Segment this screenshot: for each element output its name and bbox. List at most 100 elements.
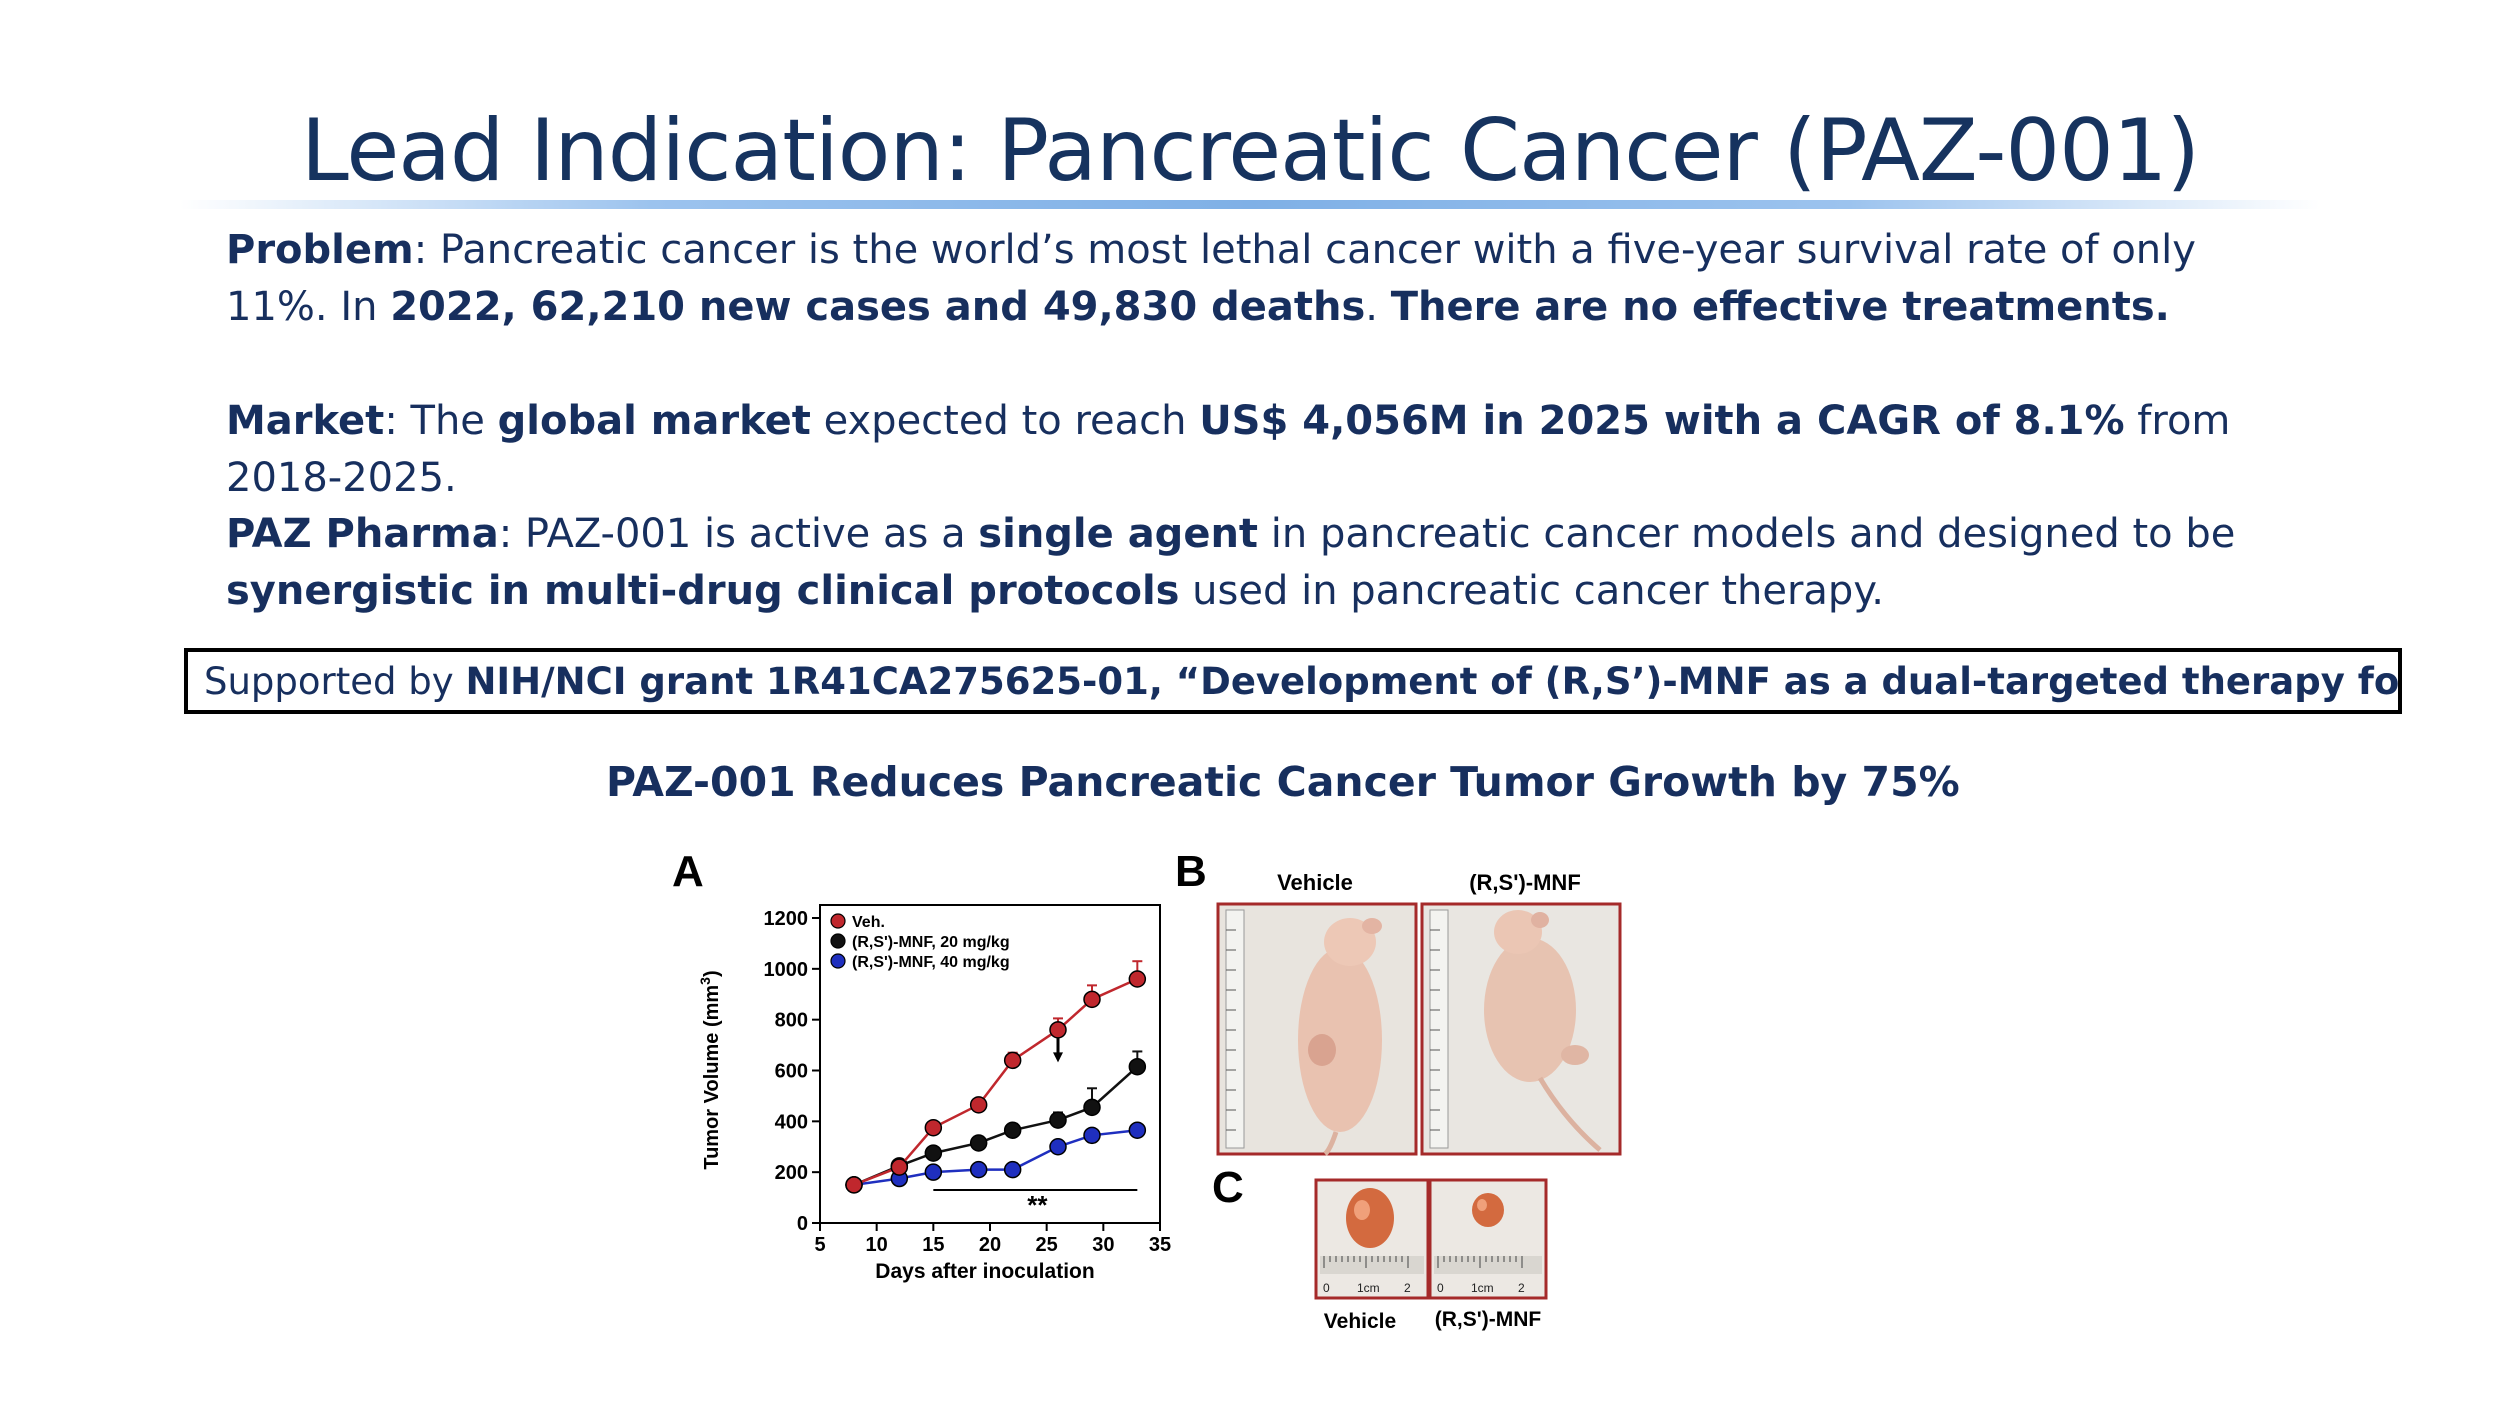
data-point	[1083, 1126, 1101, 1145]
mouse-body	[1484, 938, 1576, 1082]
y-axis-label: Tumor Volume (mm3)	[697, 970, 723, 1169]
ruler	[1429, 909, 1449, 1149]
problem-cases: 2022, 62,210 new cases and 49,830 deaths	[390, 284, 1366, 330]
data-point	[1128, 1121, 1147, 1139]
problem-text-1: : Pancreatic cancer is the world’s most …	[226, 227, 2196, 330]
data-point	[1049, 1021, 1067, 1039]
mnf-mouse-photo	[1420, 902, 1622, 1156]
grant-box: Supported by NIH/NCI grant 1R41CA275625-…	[184, 648, 2402, 714]
chart-legend: Veh. (R,S')-MNF, 20 mg/kg (R,S')-MNF, 40 m…	[830, 913, 1010, 971]
plot-frame	[819, 904, 1161, 1224]
market-label: Market	[226, 398, 385, 444]
mouse-body	[1298, 948, 1382, 1132]
market-text-1: : The	[384, 398, 498, 444]
pharma-text-2: in pancreatic cancer models and designed…	[1258, 511, 2236, 557]
panel-c-caption-mnf: (R,S')-MNF	[1435, 1308, 1542, 1331]
series-layer	[845, 960, 1147, 1194]
panel-b-caption-mnf: (R,S')-MNF	[1469, 870, 1581, 895]
legend-label: (R,S')-MNF, 40 mg/kg	[852, 954, 1010, 971]
grant-title: NIH/NCI grant 1R41CA275625-01, “Developm…	[465, 659, 2400, 703]
market-global: global market	[497, 398, 811, 444]
data-point	[1003, 1121, 1022, 1139]
data-point	[924, 1118, 943, 1137]
y-axis-label-superscript: 3	[697, 977, 713, 985]
ruler-label-0: 0	[1323, 1281, 1330, 1295]
x-axis-ticks: 5 10 15 20 25 30 35	[814, 1223, 1171, 1256]
data-point	[1083, 990, 1101, 1009]
ruler-label-2: 2	[1518, 1281, 1525, 1295]
data-point	[845, 1176, 863, 1194]
y-tick-label: 0	[797, 1213, 808, 1235]
legend-label: (R,S')-MNF, 20 mg/kg	[852, 934, 1010, 951]
problem-no-treatments: There are no effective treatments.	[1390, 284, 2170, 330]
data-point	[969, 1160, 988, 1179]
pharma-paragraph: PAZ Pharma: PAZ-001 is active as a singl…	[226, 506, 2306, 620]
panel-a-label: A	[672, 850, 704, 896]
x-tick-label: 25	[1036, 1234, 1058, 1256]
panel-b-label: B	[1175, 850, 1207, 896]
panel-c-label: C	[1212, 1163, 1244, 1212]
data-point	[1128, 1057, 1147, 1076]
ruler-label-2: 2	[1404, 1281, 1411, 1295]
series-0	[845, 960, 1147, 1194]
vehicle-mouse-photo	[1216, 902, 1418, 1156]
data-point	[924, 1163, 943, 1181]
annotation-layer: **	[933, 1038, 1138, 1220]
series-line	[853, 977, 1138, 1187]
market-paragraph: Market: The global market expected to re…	[226, 393, 2306, 507]
legend-label: Veh.	[852, 914, 885, 931]
pharma-text-3: used in pancreatic cancer therapy.	[1179, 568, 1884, 614]
legend-marker	[830, 953, 846, 969]
tumor-volume-chart: 0 200 400 600 800 1000 1200 5 10 15 20 25 30 35 Tumo…	[697, 904, 1171, 1283]
y-axis-label-close: )	[701, 970, 723, 977]
x-axis-label: Days after inoculation	[875, 1260, 1094, 1283]
data-point	[969, 1134, 988, 1152]
problem-text-2: .	[1365, 284, 1391, 330]
y-axis-label-text: Tumor Volume (mm	[701, 985, 723, 1170]
data-point	[924, 1144, 943, 1162]
legend-marker	[830, 913, 846, 929]
mnf-tumor-photo: 0 1cm 2	[1428, 1178, 1548, 1300]
title-underline	[180, 200, 2320, 209]
problem-paragraph: Problem: Pancreatic cancer is the world’…	[226, 222, 2306, 336]
y-tick-label: 800	[775, 1010, 808, 1032]
problem-label: Problem	[226, 227, 414, 273]
pharma-label: PAZ Pharma	[226, 511, 499, 557]
treatment-arrow-head	[1053, 1052, 1063, 1063]
vehicle-tumor-photo: 0 1cm 2	[1314, 1178, 1430, 1300]
ruler-label-1cm: 1cm	[1357, 1281, 1380, 1295]
x-tick-label: 30	[1092, 1234, 1114, 1256]
x-tick-label: 10	[866, 1234, 888, 1256]
series-2	[845, 1121, 1147, 1194]
pharma-synergistic: synergistic in multi-drug clinical proto…	[226, 568, 1180, 614]
data-point	[1049, 1138, 1067, 1156]
tumor	[1308, 1034, 1336, 1066]
y-tick-label: 600	[775, 1061, 808, 1083]
legend-marker	[830, 933, 846, 949]
data-point	[890, 1158, 909, 1176]
data-point	[1083, 1098, 1101, 1117]
slide-title: Lead Indication: Pancreatic Cancer (PAZ-…	[300, 101, 2200, 201]
data-point	[1128, 970, 1147, 988]
x-tick-label: 35	[1149, 1234, 1171, 1256]
panel-c-caption-vehicle: Vehicle	[1324, 1310, 1396, 1333]
tumor	[1346, 1188, 1394, 1248]
tumor	[1472, 1193, 1504, 1227]
x-tick-label: 20	[979, 1234, 1001, 1256]
grant-prefix: Supported by	[204, 659, 454, 703]
data-point	[969, 1096, 988, 1114]
ruler-label-0: 0	[1437, 1281, 1444, 1295]
y-tick-label: 1200	[764, 908, 809, 930]
data-point	[1049, 1111, 1067, 1129]
data-point	[1003, 1051, 1022, 1070]
market-text-2: expected to reach	[810, 398, 1200, 444]
market-text-3: from 2018-2025.	[226, 398, 2231, 501]
y-tick-label: 400	[775, 1111, 808, 1133]
panel-b-caption-vehicle: Vehicle	[1277, 870, 1353, 895]
ruler-label-1cm: 1cm	[1471, 1281, 1494, 1295]
significance-label: **	[1027, 1190, 1048, 1220]
y-axis-ticks: 0 200 400 600 800 1000 1200	[764, 908, 820, 1235]
x-tick-label: 5	[814, 1234, 825, 1256]
y-tick-label: 1000	[764, 959, 809, 981]
